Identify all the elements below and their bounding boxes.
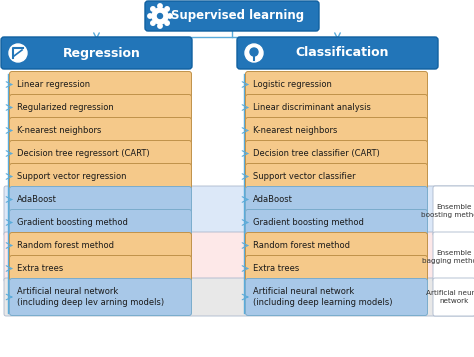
FancyBboxPatch shape [9,141,191,166]
FancyBboxPatch shape [237,37,438,69]
FancyBboxPatch shape [246,117,428,144]
FancyBboxPatch shape [246,232,428,258]
Text: Artificial neural
network: Artificial neural network [427,290,474,304]
FancyBboxPatch shape [246,95,428,121]
FancyBboxPatch shape [246,210,428,236]
Circle shape [250,48,258,56]
Circle shape [151,7,155,11]
FancyBboxPatch shape [9,186,191,212]
FancyBboxPatch shape [9,71,191,97]
FancyBboxPatch shape [246,186,428,212]
Circle shape [165,21,169,25]
FancyBboxPatch shape [9,164,191,190]
FancyBboxPatch shape [433,232,474,282]
Text: Supervised learning: Supervised learning [172,10,305,22]
FancyBboxPatch shape [4,186,474,236]
Text: K-nearest neighbors: K-nearest neighbors [17,126,101,135]
Text: Random forest method: Random forest method [17,241,114,250]
Text: Regularized regression: Regularized regression [17,103,114,112]
Text: Ensemble
boosting methods: Ensemble boosting methods [421,204,474,218]
Text: Gradient boosting method: Gradient boosting method [17,218,128,227]
FancyBboxPatch shape [4,232,474,282]
FancyBboxPatch shape [9,95,191,121]
Circle shape [165,7,169,11]
Circle shape [158,4,162,8]
FancyBboxPatch shape [246,278,428,316]
Text: Classification: Classification [296,46,389,60]
FancyBboxPatch shape [433,186,474,236]
Text: Gradient boosting method: Gradient boosting method [253,218,364,227]
Text: K-nearest neighbors: K-nearest neighbors [253,126,337,135]
FancyBboxPatch shape [1,37,192,69]
FancyBboxPatch shape [9,117,191,144]
Text: Artificial neural network
(including deep learning models): Artificial neural network (including dee… [253,287,392,307]
Text: Random forest method: Random forest method [253,241,350,250]
Text: Extra trees: Extra trees [253,264,299,273]
Circle shape [168,14,172,18]
FancyBboxPatch shape [4,278,474,316]
Circle shape [9,44,27,62]
FancyBboxPatch shape [9,256,191,282]
Text: Decision tree classifier (CART): Decision tree classifier (CART) [253,149,380,158]
FancyBboxPatch shape [9,232,191,258]
FancyBboxPatch shape [246,164,428,190]
FancyBboxPatch shape [246,71,428,97]
Text: Ensemble
bagging methods: Ensemble bagging methods [422,250,474,264]
FancyBboxPatch shape [145,1,319,31]
Text: Logistic regression: Logistic regression [253,80,332,89]
Text: Support vector classifier: Support vector classifier [253,172,356,181]
FancyBboxPatch shape [9,210,191,236]
Text: Support vector regression: Support vector regression [17,172,127,181]
Text: Linear regression: Linear regression [17,80,90,89]
Circle shape [157,14,163,19]
Text: Regression: Regression [63,46,140,60]
FancyBboxPatch shape [433,278,474,316]
FancyBboxPatch shape [246,141,428,166]
Text: AdaBoost: AdaBoost [253,195,293,204]
Circle shape [158,24,162,28]
Text: Linear discriminant analysis: Linear discriminant analysis [253,103,371,112]
Text: Decision tree regressort (CART): Decision tree regressort (CART) [17,149,150,158]
Text: Extra trees: Extra trees [17,264,63,273]
Circle shape [245,44,263,62]
Circle shape [148,14,152,18]
Text: Artificial neural network
(including deep lev arning models): Artificial neural network (including dee… [17,287,164,307]
FancyBboxPatch shape [9,278,191,316]
Circle shape [151,21,155,25]
Text: AdaBoost: AdaBoost [17,195,57,204]
Circle shape [152,8,168,24]
FancyBboxPatch shape [246,256,428,282]
